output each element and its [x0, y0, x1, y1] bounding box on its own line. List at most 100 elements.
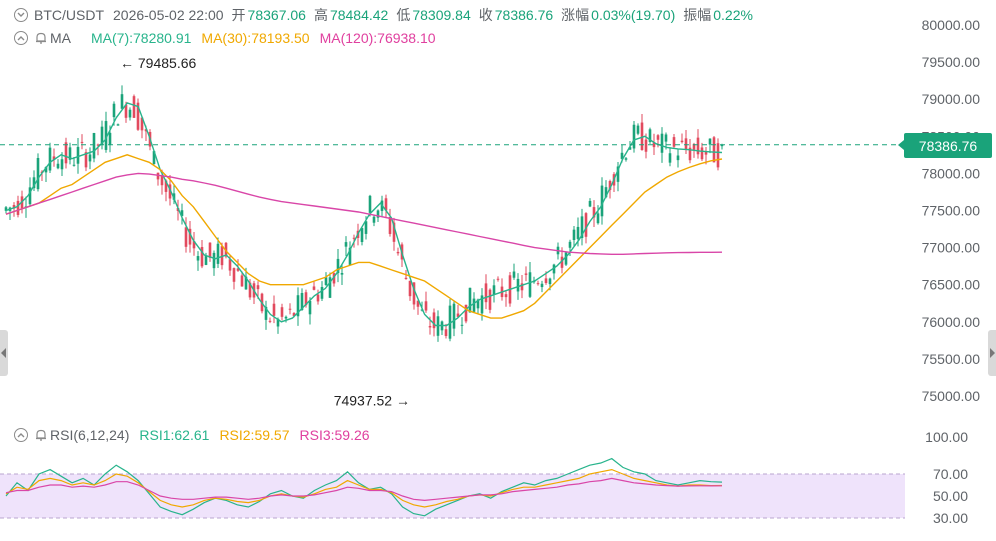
candle-body — [256, 285, 260, 290]
candle-body — [248, 282, 252, 298]
change-label: 涨幅 — [561, 7, 590, 23]
candle-body — [156, 172, 160, 180]
candle-body — [188, 228, 192, 245]
candle-body — [664, 134, 668, 142]
candle-body — [628, 147, 632, 150]
candle-body — [516, 278, 520, 292]
price-axis-tick: 79000.00 — [922, 91, 981, 107]
candle-body — [284, 316, 288, 319]
candle-body — [116, 124, 120, 126]
candle-body — [676, 155, 680, 161]
rsi2-line — [5, 468, 723, 508]
candle-body — [564, 252, 568, 265]
candle-body — [536, 283, 540, 285]
candle-body — [716, 143, 720, 168]
candle-body — [560, 256, 564, 268]
candle-body — [44, 167, 48, 173]
candle-body — [4, 207, 8, 211]
left-scroll-handle[interactable] — [0, 330, 8, 376]
candle-body — [48, 147, 52, 171]
symbol-label: BTC/USDT — [34, 7, 104, 23]
right-scroll-handle[interactable] — [988, 330, 996, 376]
candle-body — [624, 158, 628, 160]
candle-body — [488, 289, 492, 310]
candle-body — [552, 264, 556, 274]
candle-body — [344, 242, 348, 247]
candle-body — [300, 293, 304, 310]
candle-body — [340, 272, 344, 275]
price-axis-tick: 77500.00 — [922, 203, 981, 219]
price-axis-tick: 75500.00 — [922, 351, 981, 367]
candle-body — [124, 104, 128, 118]
price-axis-tick: 77000.00 — [922, 240, 981, 256]
candle-body — [468, 287, 472, 313]
candle-body — [336, 258, 340, 274]
datetime-label: 2026-05-02 22:00 — [113, 7, 224, 23]
candle-body — [620, 152, 624, 159]
candle-body — [524, 273, 528, 275]
candle-body — [704, 151, 708, 155]
rsi-band — [0, 474, 905, 518]
candle-body — [164, 180, 168, 192]
ma120-value: MA(120):76938.10 — [319, 30, 436, 46]
candle-body — [232, 268, 236, 282]
rsi-indicator-name: RSI(6,12,24) — [50, 427, 130, 443]
rsi2-value: RSI2:59.57 — [219, 427, 290, 443]
candle-body — [16, 200, 20, 215]
candle-body — [160, 175, 164, 186]
candle-body — [504, 294, 508, 298]
candle-body — [52, 156, 56, 160]
open-label: 开 — [231, 7, 246, 23]
candle-body — [428, 326, 432, 328]
rsi3-line — [5, 477, 723, 502]
candle-body — [28, 187, 32, 205]
candle-body — [352, 237, 356, 239]
left-arrow-icon — [1, 348, 6, 358]
candle-body — [644, 139, 648, 152]
candle-body — [72, 164, 76, 166]
candle-body — [656, 135, 660, 140]
current-price-tag: 78386.76 — [898, 133, 992, 158]
candle-body — [600, 185, 604, 217]
candle-body — [360, 228, 364, 243]
candle-body — [88, 154, 92, 162]
rsi1-line — [5, 457, 723, 517]
candle-body — [312, 286, 316, 290]
candle-body — [76, 146, 80, 164]
ma7-line — [5, 102, 723, 327]
candle-body — [464, 304, 468, 322]
ma-toggle-icon[interactable] — [14, 31, 28, 45]
open-value: 78367.06 — [247, 7, 306, 23]
candle-body — [496, 278, 500, 280]
candle-body — [608, 181, 612, 191]
candle-body — [592, 207, 596, 218]
price-axis-tick: 75000.00 — [922, 388, 981, 404]
symbol-toggle-icon[interactable] — [14, 8, 28, 22]
candle-body — [152, 151, 156, 165]
bell-icon[interactable] — [34, 31, 48, 45]
candle-body — [180, 210, 184, 216]
candle-body — [652, 142, 656, 148]
candle-body — [684, 138, 688, 150]
candle-body — [576, 226, 580, 239]
candle-body — [64, 142, 68, 164]
close-label: 收 — [478, 7, 493, 23]
candle-body — [208, 242, 212, 258]
ohlc-header: BTC/USDT 2026-05-02 22:00 开 78367.06 高 7… — [0, 4, 753, 26]
low-label: 低 — [396, 7, 411, 23]
price-axis-tick: 76000.00 — [922, 314, 981, 330]
candle-body — [668, 153, 672, 163]
candle-body — [92, 132, 96, 159]
candle-body — [584, 213, 588, 237]
candle-body — [68, 147, 72, 160]
change-value: 0.03%(19.70) — [591, 7, 676, 23]
rsi-bell-icon[interactable] — [34, 428, 48, 442]
candle-body — [384, 198, 388, 211]
low-annotation: 74937.52 → — [334, 393, 410, 409]
rsi-toggle-icon[interactable] — [14, 428, 28, 442]
candle-body — [700, 147, 704, 160]
candle-body — [212, 252, 216, 269]
candle-body — [36, 157, 40, 190]
